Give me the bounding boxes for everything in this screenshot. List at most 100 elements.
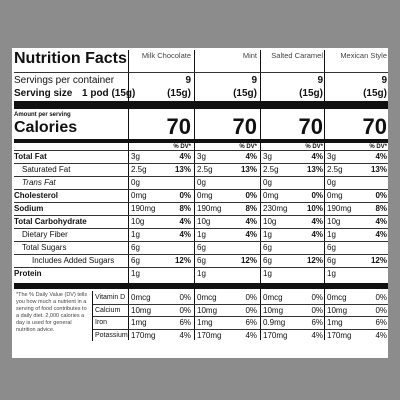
amount: 10mg (197, 305, 218, 315)
nutrient-label: Total Carbohydrate (14, 217, 87, 226)
daily-value: 0% (179, 305, 191, 315)
amount: 0mg (197, 191, 213, 200)
daily-value: 4% (245, 330, 257, 340)
amount: 6g (263, 243, 272, 252)
amount: 190mg (197, 204, 222, 213)
rule (14, 139, 388, 143)
rule (194, 50, 195, 340)
daily-value: 4% (245, 152, 257, 161)
amount: 1mg (131, 318, 147, 327)
amount: 6g (263, 256, 272, 265)
nutrient-label: Saturated Fat (22, 165, 71, 174)
daily-value: 8% (375, 204, 387, 213)
amount: 6g (197, 243, 206, 252)
daily-value: 12% (240, 256, 257, 265)
daily-value: 10% (306, 204, 323, 213)
daily-value: 4% (311, 230, 323, 239)
amount: 10g (197, 217, 211, 226)
dv-header: % DV* (239, 144, 257, 150)
serving-size-value: 1 pod (15g) (82, 88, 136, 99)
servings-value: 9 (251, 75, 257, 86)
row-line (14, 176, 388, 177)
amount: 0.9mg (263, 318, 286, 327)
amount: 3g (131, 152, 140, 161)
daily-value: 8% (245, 204, 257, 213)
amount: 170mg (263, 330, 288, 340)
nutrient-label: Includes Added Sugars (32, 256, 115, 265)
amount: 230mg (263, 204, 288, 213)
amount: 6g (131, 256, 140, 265)
amount: 2.5g (131, 165, 147, 174)
amount: 170mg (327, 330, 352, 340)
amount: 1mg (327, 318, 343, 327)
row-line (14, 202, 388, 203)
amount: 0g (197, 178, 206, 187)
daily-value: 4% (179, 217, 191, 226)
row-line (14, 215, 388, 216)
daily-value: 0% (311, 305, 323, 315)
amount: 2.5g (197, 165, 213, 174)
daily-value: 4% (179, 330, 191, 340)
daily-value: 12% (370, 256, 387, 265)
amount: 0g (263, 178, 272, 187)
serving-size-value: (15g) (167, 88, 191, 99)
dv-header: % DV* (369, 144, 387, 150)
column-header: Mexican Style (340, 51, 387, 60)
amount: 0mcg (327, 293, 347, 302)
row-line (14, 267, 388, 268)
amount: 170mg (131, 330, 156, 340)
servings-value: 9 (381, 75, 387, 86)
daily-value: 0% (375, 305, 387, 315)
vitamin-label: Calcium (95, 306, 121, 314)
daily-value: 0% (245, 305, 257, 315)
daily-value: 12% (174, 256, 191, 265)
nutrient-label: Total Fat (14, 152, 47, 161)
row-line (14, 189, 388, 190)
calories-value: 70 (298, 114, 323, 139)
amount: 1g (197, 230, 206, 239)
dv-header: % DV* (173, 144, 191, 150)
daily-value: 0% (311, 191, 323, 200)
servings-value: 9 (317, 75, 323, 86)
row-line (14, 254, 388, 255)
amount: 2.5g (327, 165, 343, 174)
daily-value: 4% (245, 230, 257, 239)
daily-value: 4% (311, 217, 323, 226)
calories-value: 70 (362, 114, 387, 139)
amount: 1g (327, 230, 336, 239)
amount: 1g (327, 269, 336, 278)
row-line (14, 150, 388, 151)
amount: 3g (263, 152, 272, 161)
daily-value: 4% (375, 217, 387, 226)
nutrient-label: Dietary Fiber (22, 230, 68, 239)
daily-value: 4% (245, 217, 257, 226)
amount: 10g (327, 217, 341, 226)
amount-label: Amount per serving (14, 112, 71, 118)
amount: 10g (263, 217, 277, 226)
daily-value: 13% (306, 165, 323, 174)
servings-value: 9 (185, 75, 191, 86)
row-line (93, 316, 388, 317)
daily-value: 6% (245, 318, 257, 327)
amount: 1g (131, 230, 140, 239)
amount: 2.5g (263, 165, 279, 174)
amount: 0mg (263, 191, 279, 200)
nutrient-label: Sodium (14, 204, 44, 213)
daily-value: 0% (375, 293, 387, 302)
amount: 0mg (131, 191, 147, 200)
daily-value: 4% (375, 152, 387, 161)
serving-size-value: (15g) (233, 88, 257, 99)
rule (14, 101, 388, 109)
amount: 3g (197, 152, 206, 161)
calories-value: 70 (232, 114, 257, 139)
daily-value: 6% (311, 318, 323, 327)
row-line (14, 72, 388, 73)
amount: 10mg (131, 305, 152, 315)
nutrition-panel (12, 48, 388, 358)
amount: 1g (263, 269, 272, 278)
amount: 1mg (197, 318, 213, 327)
vitamin-label: Potassium (95, 331, 128, 339)
amount: 0g (131, 178, 140, 187)
row-line (93, 328, 388, 330)
